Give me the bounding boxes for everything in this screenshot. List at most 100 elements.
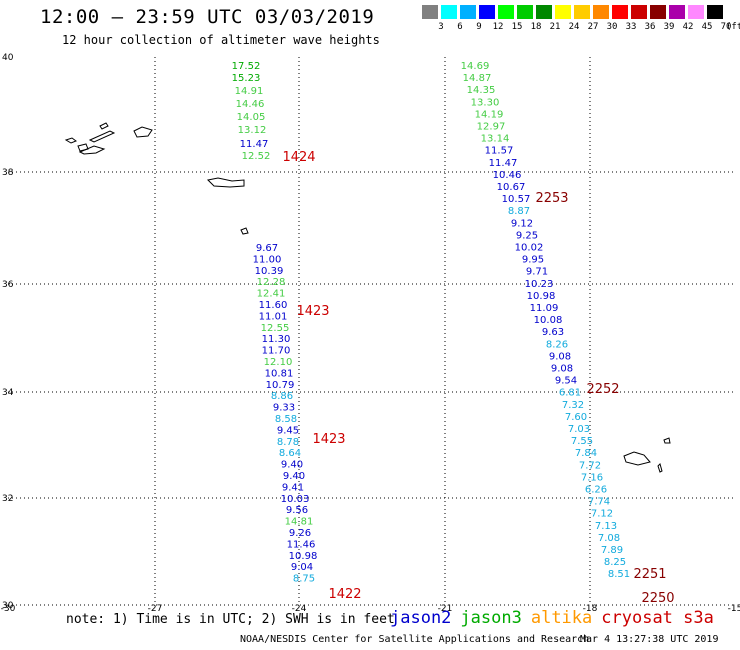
madeira-island [623,451,651,466]
wave-height-label: 8.87 [508,206,530,217]
wave-height-label: 10.79 [266,380,295,391]
scale-swatch [517,5,533,19]
wave-height-label: 11.70 [262,346,291,357]
wave-height-label: 10.98 [289,551,318,562]
wave-height-label: 14.91 [235,86,264,97]
wave-height-label: 9.40 [283,471,305,482]
wave-height-label: 11.01 [259,311,288,322]
scale-swatch [555,5,571,19]
wave-height-label: 7.84 [575,448,597,459]
wave-height-label: 8.25 [604,557,626,568]
pass-time-label: 2253 [535,191,568,206]
wave-height-label: 9.71 [526,267,548,278]
wave-height-label: 8.78 [277,437,299,448]
scale-label: 36 [644,22,656,32]
wave-height-label: 12.52 [242,151,271,162]
wave-height-label: 12.28 [257,277,286,288]
wave-height-label: 9.56 [286,505,308,516]
map-title: 12:00 – 23:59 UTC 03/03/2019 [40,6,375,28]
wave-height-label: 7.12 [591,509,613,520]
wave-height-label: 10.23 [525,279,554,290]
wave-height-label: 7.60 [565,412,587,423]
azores-island [88,130,116,143]
wave-height-label: 9.40 [281,460,303,471]
scale-swatch [479,5,495,19]
scale-swatch [574,5,590,19]
scale-label: 45 [701,22,713,32]
wave-height-label: 14.87 [463,73,492,84]
satellite-legend: jason2 jason3 altika cryosat s3a [390,608,723,628]
wave-height-label: 10.08 [534,315,563,326]
wave-height-label: 7.72 [579,460,601,471]
lat-tick-label: 38 [2,168,14,178]
wave-height-label: 7.16 [581,472,603,483]
wave-height-label: 13.30 [471,97,500,108]
wave-height-label: 14.05 [237,112,266,123]
wave-height-label: 7.03 [568,424,590,435]
scale-label: 42 [682,22,694,32]
wave-height-label: 10.81 [265,368,294,379]
azores-island [64,137,78,144]
wave-height-label: 7.32 [562,400,584,411]
scale-swatch [688,5,704,19]
wave-height-label: 10.39 [255,266,284,277]
wave-height-label: 12.55 [261,323,290,334]
scale-label: 30 [606,22,618,32]
scale-label: 18 [530,22,542,32]
wave-height-label: 9.12 [511,218,533,229]
wave-height-label: 9.45 [277,425,299,436]
wave-height-label: 6.26 [585,485,607,496]
wave-height-label: 8.51 [608,569,630,580]
azores-island [99,122,109,130]
legend-jason2: jason2 [390,608,452,628]
color-scale-unit: (ft) [726,22,740,32]
wave-height-label: 9.67 [256,243,278,254]
pass-time-label: 1424 [282,150,315,165]
wave-height-label: 11.09 [530,303,559,314]
wave-height-label: 9.33 [273,403,295,414]
pass-time-label: 1422 [328,587,361,602]
wave-height-label: 13.14 [481,134,510,145]
pass-time-label: 1423 [312,432,345,447]
lon-tick-label: -18 [583,604,598,614]
scale-swatch [650,5,666,19]
scale-label: 12 [492,22,504,32]
wave-height-label: 14.46 [236,99,265,110]
scale-label: 70 [720,22,732,32]
lat-tick-label: 34 [2,388,14,398]
legend-altika: altika [530,608,593,628]
wave-height-label: 7.55 [571,436,593,447]
scale-swatch [593,5,609,19]
axis-labels: -30 -27 -24 -21 -18 -15 40 38 36 34 32 30 [1,53,740,614]
pass-time-labels: 1424 1423 1423 1422 2253 2252 2251 2250 [282,150,674,606]
pass-time-label: 2250 [641,591,674,606]
wave-height-label: 7.74 [588,497,610,508]
scale-swatch [498,5,514,19]
pass-time-label: 2251 [633,567,666,582]
scale-swatch [669,5,685,19]
porto-santo-island [663,437,671,444]
wave-height-label: 10.57 [502,194,531,205]
wave-height-label: 13.12 [238,125,267,136]
azores-island [133,126,153,138]
wave-height-label: 9.08 [551,364,573,375]
scale-label: 39 [663,22,675,32]
scale-swatch [536,5,552,19]
wave-height-label: 7.89 [601,545,623,556]
wave-height-label: 9.54 [555,376,577,387]
wave-height-label: 15.23 [232,73,261,84]
lon-tick-label: -24 [292,604,307,614]
lon-tick-label: -15 [728,604,740,614]
wave-height-label: 9.04 [291,562,313,573]
wave-height-label: 17.52 [232,61,261,72]
wave-height-label: 7.13 [595,521,617,532]
wave-height-label: 14.35 [467,85,496,96]
pass-time-label: 1423 [296,304,329,319]
scale-label: 6 [457,22,463,32]
wave-height-label: 9.26 [289,528,311,539]
wave-height-label: 14.19 [475,109,504,120]
scale-label: 3 [438,22,444,32]
scale-label: 15 [511,22,523,32]
